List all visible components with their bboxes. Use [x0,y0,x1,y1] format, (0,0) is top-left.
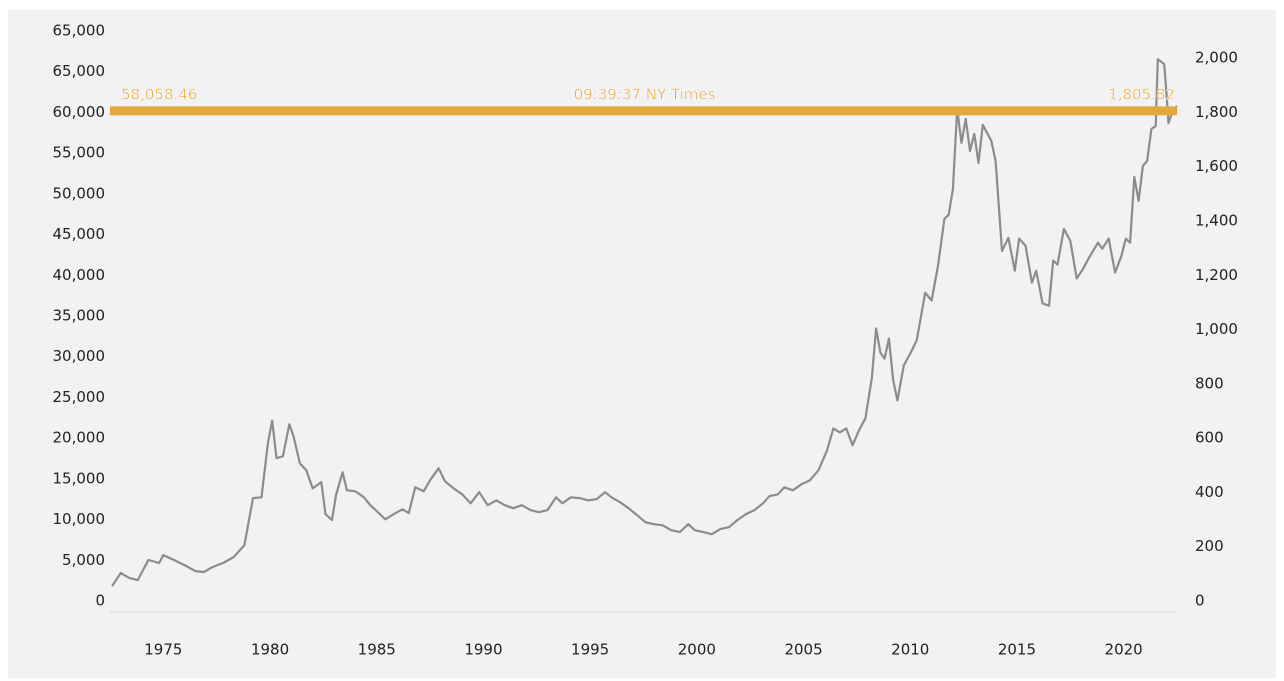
reference-band [110,106,1177,116]
reference-labels: 58,058.46 09:39:37 NY Times 1,805.82 [121,85,1175,103]
y-tick-label: 55,000 [53,144,106,162]
reference-label: 58,058.46 [121,85,197,103]
y-tick-label: 200 [1195,537,1224,555]
y-tick-label: 30,000 [53,347,106,365]
y-tick-label: 20,000 [53,429,106,447]
y-tick-label: 45,000 [53,225,106,243]
y-tick-label: 1,800 [1195,103,1238,121]
y-tick-label: 1,200 [1195,266,1238,284]
reference-label: 09:39:37 NY Times [574,85,716,103]
x-tick-label: 1990 [464,641,502,659]
x-tick-label: 1995 [571,641,609,659]
y-tick-label: 40,000 [53,266,106,284]
y-tick-label: 2,000 [1195,49,1238,67]
x-tick-label: 1975 [144,641,182,659]
y-tick-label: 15,000 [53,469,106,487]
x-tick-label: 2005 [784,641,822,659]
x-tick-label: 2015 [998,641,1036,659]
y-tick-label: 10,000 [53,510,106,528]
price-line [111,58,1178,587]
y-tick-label: 0 [1195,592,1205,610]
y-tick-label: 1,400 [1195,212,1238,230]
y-tick-label: 50,000 [53,184,106,202]
x-tick-label: 2010 [891,641,929,659]
y-tick-label: 600 [1195,429,1224,447]
y-tick-label: 1,000 [1195,320,1238,338]
x-tick-label: 1980 [251,641,289,659]
y-tick-label: 65,000 [53,62,106,80]
x-tick-label: 1985 [358,641,396,659]
y-tick-label: 25,000 [53,388,106,406]
x-tick-label: 2020 [1105,641,1143,659]
y-tick-label: 60,000 [53,103,106,121]
reference-label: 1,805.82 [1108,85,1175,103]
y-tick-label: 1,600 [1195,157,1238,175]
y-tick-label: 5,000 [62,551,105,569]
y-tick-label: 0 [95,592,105,610]
y-tick-label: 35,000 [53,307,106,325]
x-tick-label: 2000 [678,641,716,659]
chart-background [8,10,1276,678]
y-tick-label: 400 [1195,483,1224,501]
y-tick-label: 65,000 [53,22,106,40]
y-tick-label: 800 [1195,374,1224,392]
